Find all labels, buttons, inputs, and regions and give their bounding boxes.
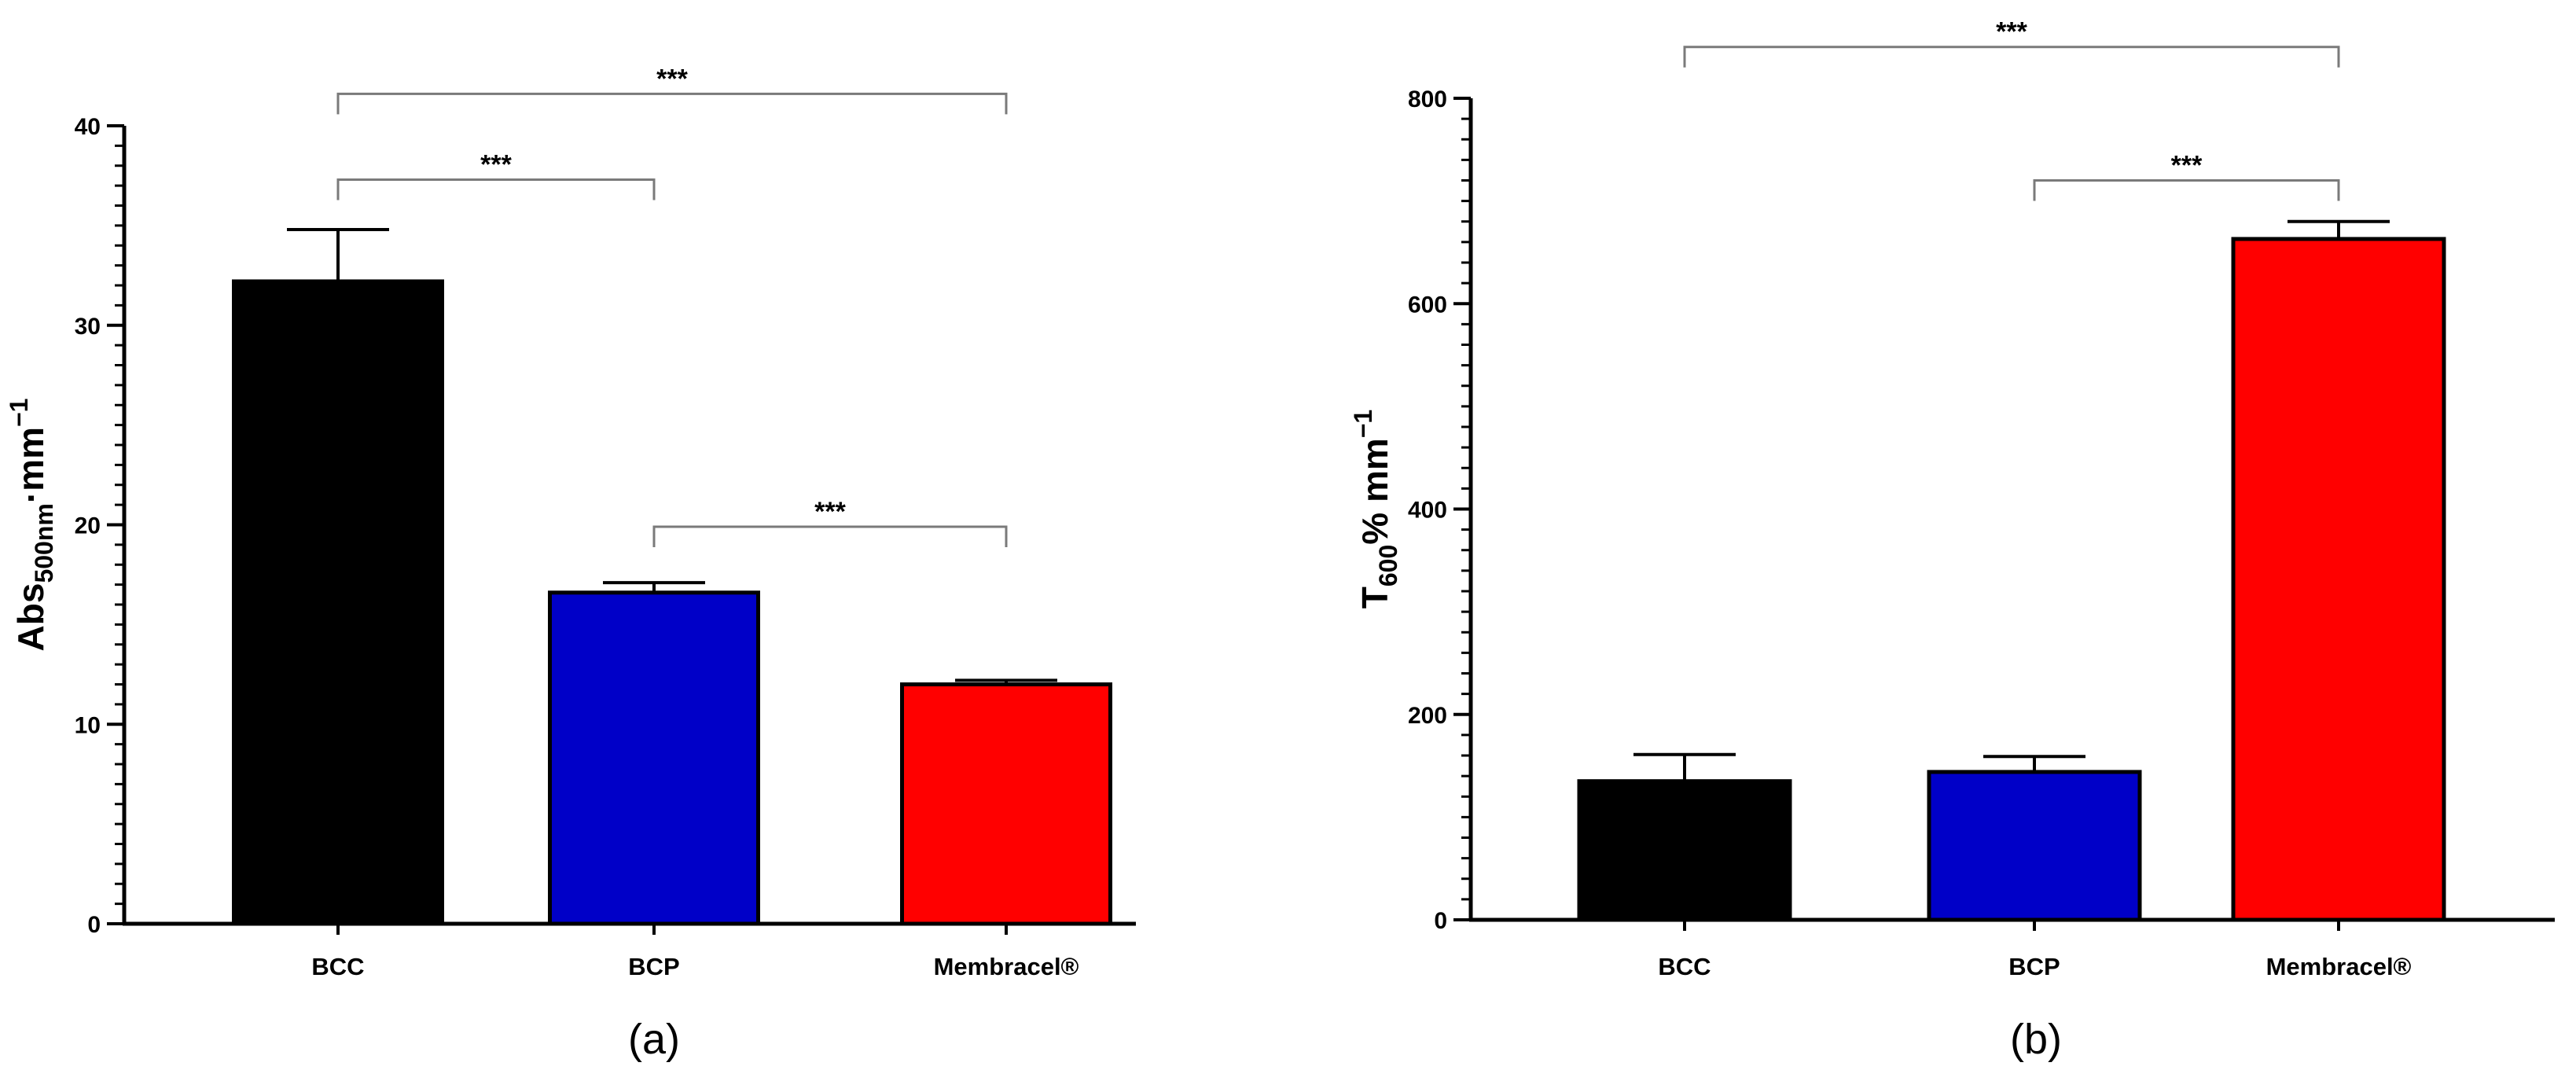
significance-label: *** (480, 150, 512, 180)
y-axis-title-main: T (1354, 586, 1395, 609)
y-tick-label: 400 (1408, 498, 1447, 524)
bar-membracel (2231, 237, 2446, 922)
significance-label: *** (814, 497, 846, 527)
y-tick-label: 0 (1434, 908, 1447, 934)
y-axis-title-subscript: 600 (1374, 545, 1402, 586)
y-tick-label: 30 (75, 314, 101, 340)
x-category-label: BCC (1658, 953, 1711, 980)
bar-membracel (900, 682, 1112, 926)
y-tick-label: 0 (87, 912, 101, 938)
bar-bcp (1927, 770, 2142, 922)
y-axis-title: Abs500nm·mm−1 (5, 399, 58, 652)
y-axis-title-superscript: −1 (1349, 410, 1377, 438)
y-axis-title-main: Abs (10, 583, 51, 652)
significance-label: *** (2171, 151, 2203, 181)
x-category-label: BCP (628, 953, 679, 980)
significance-bracket (1683, 46, 2340, 68)
y-tick-label: 600 (1408, 292, 1447, 318)
significance-label: *** (1996, 17, 2027, 47)
x-category-label: Membracel® (934, 953, 1079, 980)
y-axis-title-subscript: 500nm (30, 503, 58, 583)
y-axis-title-superscript: −1 (5, 399, 33, 427)
bar-bcc (232, 279, 444, 926)
y-tick-label: 10 (75, 712, 101, 738)
y-tick-label: 40 (75, 114, 101, 140)
y-tick-label: 200 (1408, 703, 1447, 729)
x-category-label: BCP (2008, 953, 2060, 980)
panel-label: (b) (2010, 1016, 2062, 1063)
significance-bracket (2033, 179, 2340, 201)
chart-panel-a: 0 10 20 30 40 BCC BCP Membracel® *** *** *** Abs500… (5, 64, 1136, 1063)
significance-bracket (336, 178, 656, 200)
x-category-label: BCC (311, 953, 364, 980)
significance-bracket (652, 525, 1008, 548)
y-tick-label: 20 (75, 513, 101, 539)
panel-label: (a) (628, 1016, 680, 1063)
bar-bcc (1577, 779, 1792, 922)
y-axis-title: T600% mm−1 (1349, 410, 1402, 609)
significance-label: *** (656, 64, 688, 94)
y-axis-title-rest: ·mm (10, 427, 51, 503)
y-axis-title-rest: % mm (1354, 438, 1395, 544)
bar-bcp (548, 590, 760, 926)
x-category-label: Membracel® (2266, 953, 2412, 980)
significance-bracket (336, 92, 1008, 115)
y-tick-label: 800 (1408, 86, 1447, 112)
